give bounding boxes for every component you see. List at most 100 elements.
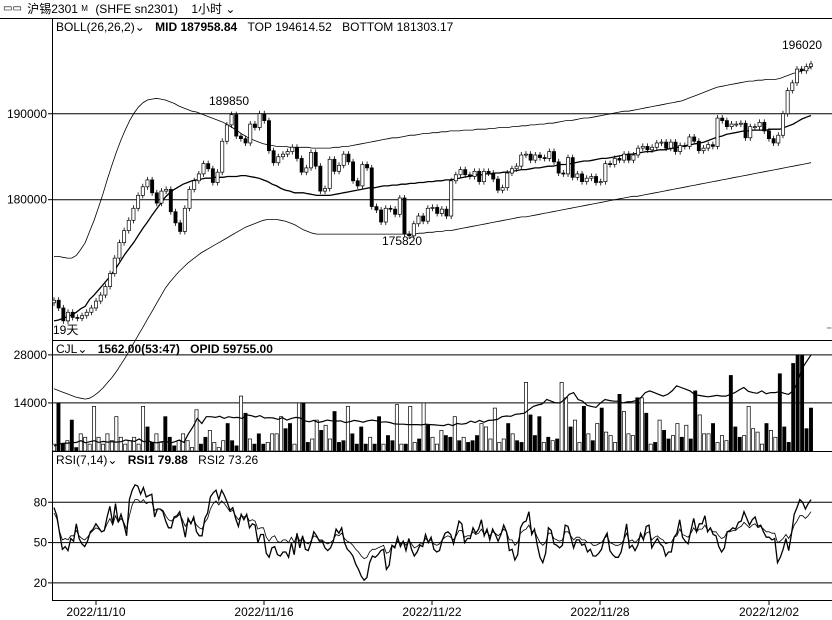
volume-bar <box>252 443 257 452</box>
volume-bar <box>354 443 359 452</box>
volume-bar <box>239 395 243 452</box>
volume-bar <box>737 436 742 452</box>
rsi2-value: RSI2 73.26 <box>198 453 259 467</box>
candle-body <box>575 173 580 178</box>
volume-bar <box>782 426 787 452</box>
volume-bar <box>359 426 364 452</box>
volume-bar <box>746 406 751 452</box>
boll-top: TOP 194614.52 <box>247 20 332 34</box>
volume-bar <box>426 424 430 452</box>
volume-bar <box>697 414 702 452</box>
candle-body <box>584 177 589 182</box>
volume-bar <box>613 442 618 452</box>
volume-bar <box>310 438 315 452</box>
volume-bar <box>132 436 137 452</box>
boll-indicator-selector[interactable]: BOLL(26,26,2)⌄ <box>56 19 145 35</box>
x-tick-label: 2022/11/28 <box>570 605 629 619</box>
candle-body <box>66 311 70 322</box>
candle-body <box>285 151 290 155</box>
volume-bar <box>190 447 194 452</box>
candle-body <box>61 307 66 322</box>
candle-body <box>192 180 197 190</box>
rsi1-value: RSI1 79.88 <box>127 453 188 467</box>
volume-bar <box>87 443 92 452</box>
instrument-name: 沪锡2301 <box>27 2 78 16</box>
candle-body <box>201 163 206 175</box>
volume-bar <box>768 430 773 452</box>
volume-bar <box>430 436 435 452</box>
candle-body <box>393 208 398 215</box>
volume-bar <box>101 443 105 452</box>
candle-body <box>421 215 426 222</box>
volume-bar <box>328 438 333 452</box>
volume-bar <box>443 435 448 452</box>
volume-bar <box>372 443 377 452</box>
y-tick-label: 80 <box>34 495 48 509</box>
candle-body <box>458 169 463 176</box>
volume-bar <box>711 423 715 452</box>
period-selector[interactable]: 1小时 ⌄ <box>191 0 235 18</box>
candle-body <box>757 121 762 127</box>
volume-bar <box>150 442 154 452</box>
volume-bar <box>662 430 667 452</box>
candle-body <box>388 207 393 210</box>
volume-bar <box>141 406 146 452</box>
rsi-indicator-selector[interactable]: RSI(7,14)⌄ <box>56 452 117 468</box>
candle-body <box>411 223 416 237</box>
volume-panel[interactable] <box>52 341 832 452</box>
volume-bar <box>497 442 502 452</box>
volume-bar <box>679 436 684 452</box>
volume-bar <box>590 440 595 452</box>
volume-bar <box>483 426 488 452</box>
volume-bar <box>550 440 555 452</box>
cjl-indicator-selector[interactable]: CJL⌄ <box>56 341 87 357</box>
rsi-panel[interactable] <box>52 452 832 600</box>
boll-mid: MID 187958.84 <box>155 20 238 34</box>
candle-body <box>56 299 61 309</box>
volume-bar <box>198 443 203 452</box>
candle-body <box>281 153 285 158</box>
candle-body <box>664 141 669 149</box>
candle-body <box>467 174 472 177</box>
candle-body <box>505 172 510 189</box>
candle-body <box>206 163 211 170</box>
volume-bar <box>435 443 439 452</box>
rsi2-line <box>53 498 812 560</box>
candle-body <box>748 126 753 139</box>
y-tick-label: 28000 <box>14 348 48 362</box>
candle-body <box>295 146 299 159</box>
volume-bar <box>234 445 239 452</box>
period-label: 1小时 <box>191 2 223 16</box>
volume-bar <box>524 381 528 452</box>
window-title-bar: ▭▭ 沪锡2301 M (SHFE sn2301) 1小时 ⌄ <box>0 0 832 19</box>
volume-bar <box>644 412 649 452</box>
volume-bar <box>172 445 177 452</box>
candle-body <box>267 120 271 152</box>
candle-body <box>771 138 776 144</box>
candle-body <box>781 113 785 136</box>
candle-body <box>552 151 556 163</box>
candle-body <box>341 153 346 166</box>
volume-bar <box>363 443 368 452</box>
y-tick-label: 190000 <box>7 107 47 121</box>
volume-bar <box>653 442 658 452</box>
volume-bar <box>377 416 382 452</box>
volume-bar <box>203 436 208 452</box>
candle-body <box>154 192 159 204</box>
volume-bar <box>733 426 738 452</box>
candle-body <box>766 130 771 140</box>
candle-body <box>710 144 715 147</box>
candle-body <box>136 195 141 209</box>
candle-body <box>809 63 813 67</box>
price-panel[interactable] <box>52 19 832 341</box>
volume-bar <box>626 433 631 452</box>
candle-body <box>290 146 295 152</box>
volume-bar <box>577 442 582 452</box>
volume-bar <box>515 440 520 452</box>
candle-body <box>238 135 243 140</box>
chevron-down-icon: ⌄ <box>77 342 88 356</box>
candle-body <box>701 147 706 152</box>
volume-bar <box>56 402 61 452</box>
volume-bar <box>408 406 413 452</box>
